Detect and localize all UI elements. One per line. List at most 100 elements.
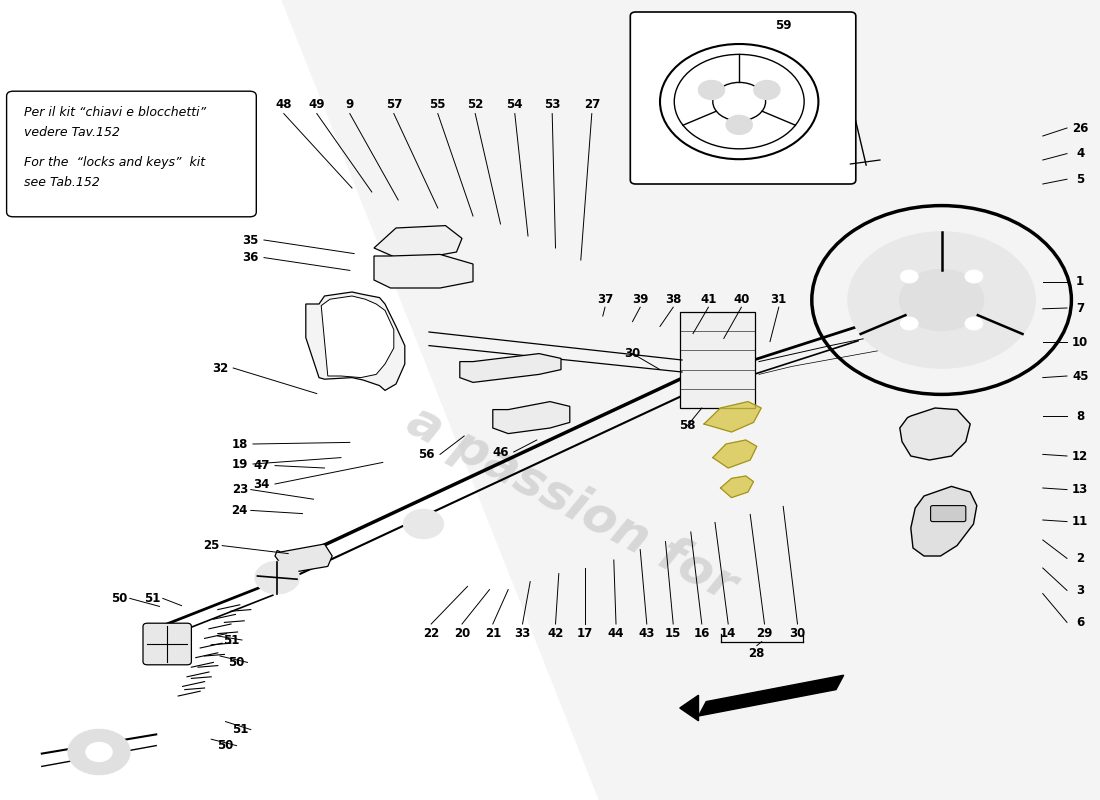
Text: 47: 47 (254, 459, 270, 472)
Text: 23: 23 (232, 483, 248, 496)
Text: 53: 53 (544, 98, 560, 110)
Polygon shape (911, 486, 977, 556)
Text: For the  “locks and keys”  kit: For the “locks and keys” kit (24, 156, 206, 169)
Text: 50: 50 (218, 739, 233, 752)
Ellipse shape (849, 275, 946, 322)
Text: 34: 34 (254, 478, 270, 490)
FancyBboxPatch shape (7, 91, 256, 217)
Text: Per il kit “chiavi e blocchetti”: Per il kit “chiavi e blocchetti” (24, 106, 207, 118)
Text: 54: 54 (507, 98, 524, 110)
Text: 52: 52 (468, 98, 483, 110)
Text: 58: 58 (680, 419, 695, 432)
Polygon shape (720, 476, 754, 498)
Text: 4: 4 (1076, 147, 1085, 160)
Text: 41: 41 (701, 293, 716, 306)
Text: 50: 50 (111, 592, 126, 605)
Text: 11: 11 (1072, 515, 1088, 528)
Text: 16: 16 (694, 627, 710, 640)
Text: a passion for: a passion for (399, 397, 745, 611)
Text: 3: 3 (1076, 584, 1085, 597)
Polygon shape (493, 402, 570, 434)
Polygon shape (374, 226, 462, 258)
Text: 25: 25 (204, 539, 219, 552)
Text: 8: 8 (1076, 410, 1085, 422)
Circle shape (900, 270, 983, 330)
Text: 21: 21 (485, 627, 501, 640)
Text: 51: 51 (232, 723, 248, 736)
Text: 26: 26 (1072, 122, 1088, 134)
Text: 43: 43 (639, 627, 654, 640)
Text: 14: 14 (720, 627, 736, 640)
Polygon shape (900, 408, 970, 460)
Text: 31: 31 (771, 293, 786, 306)
Text: 56: 56 (418, 448, 436, 461)
Bar (680, 312, 755, 408)
Circle shape (404, 510, 443, 538)
Text: 24: 24 (232, 504, 248, 517)
Text: 13: 13 (1072, 483, 1088, 496)
Text: 33: 33 (515, 627, 530, 640)
Text: 44: 44 (608, 627, 625, 640)
Text: 12: 12 (1072, 450, 1088, 462)
Text: 7: 7 (1076, 302, 1085, 314)
Circle shape (965, 317, 982, 330)
Text: 17: 17 (578, 627, 593, 640)
Text: 32: 32 (212, 362, 228, 374)
Circle shape (698, 80, 725, 99)
Text: 22: 22 (424, 627, 439, 640)
Text: 42: 42 (548, 627, 563, 640)
Text: 48: 48 (275, 98, 293, 110)
Text: 30: 30 (790, 627, 805, 640)
Text: 27: 27 (584, 98, 600, 110)
Text: see Tab.152: see Tab.152 (24, 176, 100, 189)
Text: 18: 18 (232, 438, 248, 450)
Text: 38: 38 (666, 293, 681, 306)
Text: 2: 2 (1076, 552, 1085, 565)
Polygon shape (460, 354, 561, 382)
Text: 29: 29 (757, 627, 772, 640)
Text: 35: 35 (243, 234, 258, 246)
Text: 46: 46 (493, 446, 508, 458)
Circle shape (848, 232, 1035, 368)
Text: 19: 19 (232, 458, 248, 470)
Text: 30: 30 (625, 347, 640, 360)
Polygon shape (275, 544, 332, 572)
Polygon shape (306, 292, 405, 390)
FancyBboxPatch shape (143, 623, 191, 665)
FancyBboxPatch shape (931, 506, 966, 522)
Circle shape (901, 317, 918, 330)
Polygon shape (680, 695, 698, 721)
Text: 20: 20 (454, 627, 470, 640)
Circle shape (255, 562, 299, 594)
Polygon shape (374, 254, 473, 288)
Text: 55: 55 (429, 98, 447, 110)
Text: 57: 57 (386, 98, 402, 110)
Polygon shape (698, 675, 844, 716)
Text: 51: 51 (144, 592, 159, 605)
Polygon shape (704, 402, 761, 432)
Polygon shape (713, 440, 757, 468)
Text: 6: 6 (1076, 616, 1085, 629)
Polygon shape (275, 0, 1100, 800)
Text: 49: 49 (308, 98, 326, 110)
Text: 28: 28 (749, 647, 764, 660)
Text: vedere Tav.152: vedere Tav.152 (24, 126, 120, 139)
Text: 50: 50 (229, 656, 244, 669)
Text: 10: 10 (1072, 336, 1088, 349)
Text: 15: 15 (666, 627, 681, 640)
Circle shape (901, 270, 918, 283)
Text: 37: 37 (597, 293, 613, 306)
Text: 59: 59 (774, 19, 791, 32)
Text: 9: 9 (345, 98, 354, 110)
Text: 45: 45 (1071, 370, 1089, 382)
Text: 40: 40 (734, 293, 749, 306)
Text: 36: 36 (243, 251, 258, 264)
FancyBboxPatch shape (630, 12, 856, 184)
Text: 39: 39 (632, 293, 648, 306)
Circle shape (965, 270, 982, 283)
Circle shape (86, 742, 112, 762)
Text: 51: 51 (223, 634, 239, 646)
Text: 5: 5 (1076, 173, 1085, 186)
Polygon shape (321, 296, 394, 378)
Circle shape (754, 80, 780, 99)
